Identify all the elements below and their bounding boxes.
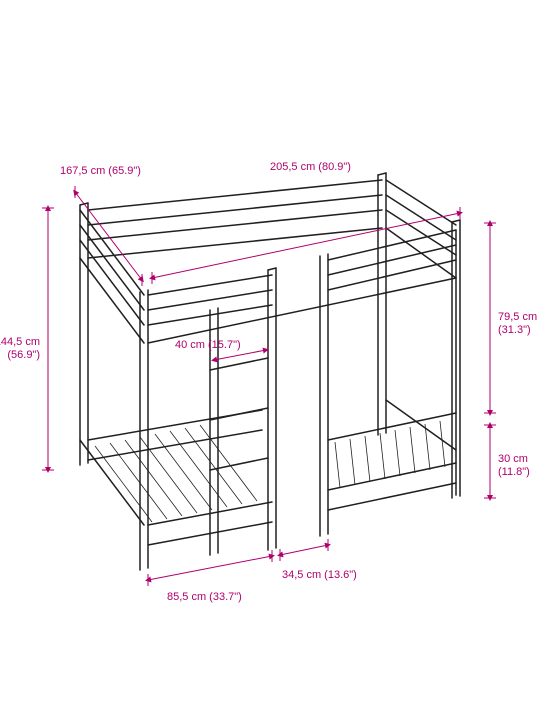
dim-guard-height-label: 79,5 cm(31.3") — [498, 311, 537, 336]
dim-gap-label: 34,5 cm (13.6") — [282, 569, 357, 581]
dim-width-label: 205,5 cm (80.9") — [270, 161, 351, 173]
dim-floor-height-label: 30 cm(11.8") — [498, 453, 530, 478]
dim-ladder-label: 40 cm (15.7") — [175, 339, 241, 351]
dim-height-label: 144,5 cm(56.9") — [0, 336, 40, 361]
bed-structure — [80, 173, 460, 570]
dim-depth-label: 167,5 cm (65.9") — [60, 165, 141, 177]
bunk-bed-diagram: 167,5 cm (65.9") 205,5 cm (80.9") 144,5 … — [0, 0, 540, 720]
dim-slat-width-label: 85,5 cm (33.7") — [167, 591, 242, 603]
